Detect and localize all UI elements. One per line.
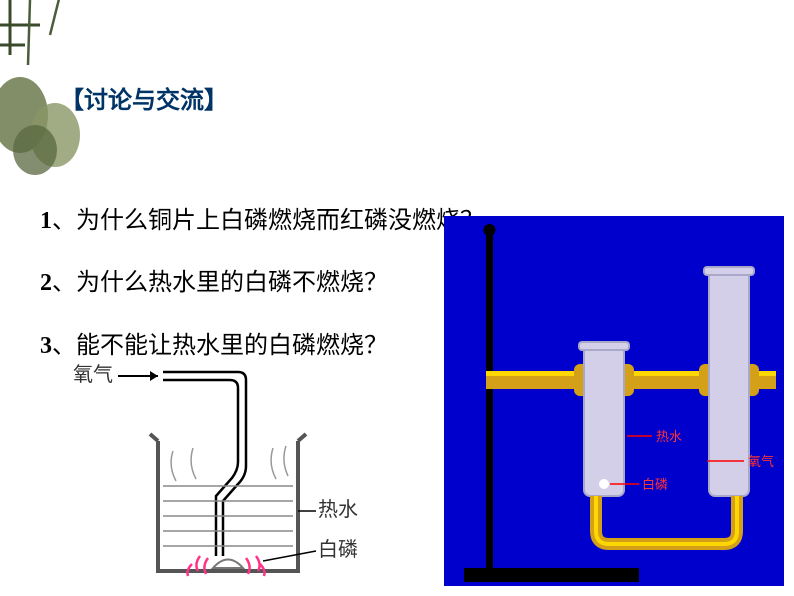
question-1: 1、为什么铜片上白磷燃烧而红磷没燃烧？ bbox=[40, 190, 484, 252]
d2-oxygen-label: 氧气 bbox=[748, 454, 774, 469]
section-title: 【讨论与交流】 bbox=[60, 80, 228, 115]
d1-hotwater-label: 热水 bbox=[318, 498, 358, 521]
diagram-stand: 热水 氧气 白磷 bbox=[444, 216, 784, 586]
questions-block: 1、为什么铜片上白磷燃烧而红磷没燃烧？ 2、为什么热水里的白磷不燃烧？ 3、能不… bbox=[40, 190, 484, 377]
d1-whitep-label: 白磷 bbox=[318, 538, 358, 561]
d1-oxygen-label: 氧气 bbox=[73, 363, 113, 386]
q1-number: 1 bbox=[40, 208, 52, 234]
q2-number: 2 bbox=[40, 270, 52, 296]
diagram-beaker: 氧气 热水 白磷 bbox=[68, 356, 388, 586]
q1-text: 、为什么铜片上白磷燃烧而红磷没燃烧？ bbox=[52, 208, 484, 234]
question-2: 2、为什么热水里的白磷不燃烧？ bbox=[40, 252, 484, 314]
d2-hotwater-label: 热水 bbox=[656, 429, 682, 444]
q2-text: 、为什么热水里的白磷不燃烧？ bbox=[52, 270, 388, 296]
q3-text: 、能不能让热水里的白磷燃烧？ bbox=[52, 333, 388, 359]
d2-whitep-label: 白磷 bbox=[642, 477, 668, 492]
q3-number: 3 bbox=[40, 333, 52, 359]
